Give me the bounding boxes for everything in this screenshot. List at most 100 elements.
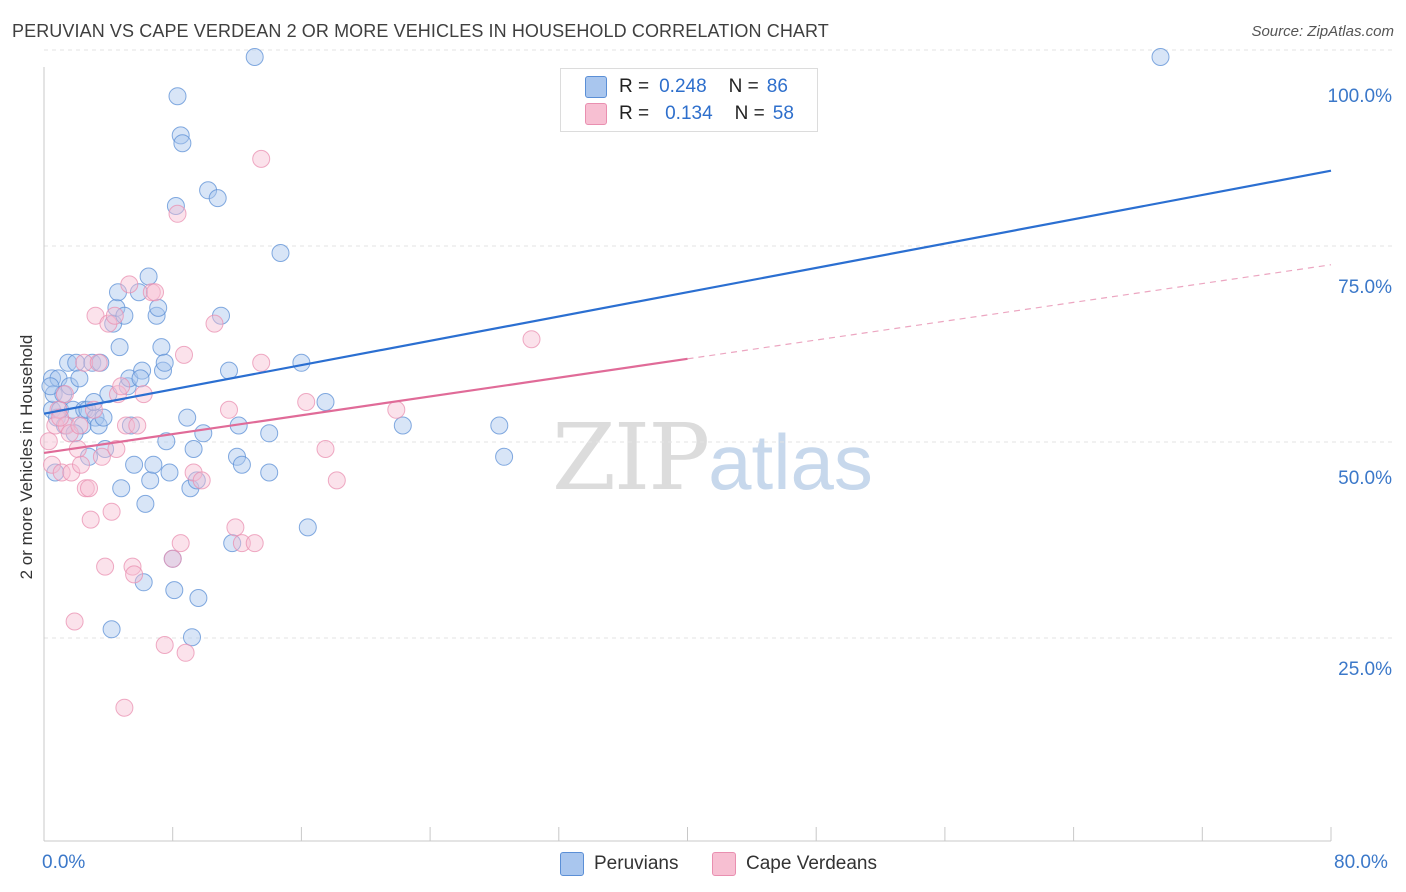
capeverdean-point-28 [115, 698, 134, 717]
peruvian-point-13 [70, 369, 89, 388]
legend-row-capeverdeans: R = 0.134 N = 58 [585, 102, 794, 126]
legend-r-label: R = [619, 103, 650, 124]
legend-r-value: 0.134 [665, 103, 713, 124]
bottom-legend-capeverdeans: Cape Verdeans [712, 852, 877, 876]
capeverdean-point-12 [72, 455, 90, 474]
x-tick-label-max: 80.0% [1334, 852, 1388, 873]
capeverdean-point-49 [245, 534, 264, 553]
capeverdean-point-31 [123, 557, 142, 576]
legend-swatch-peruvians [585, 76, 607, 98]
peruvian-point-72 [260, 463, 279, 482]
peruvian-point-71 [245, 48, 264, 66]
capeverdean-point-39 [168, 204, 187, 223]
capeverdean-point-7 [60, 424, 79, 443]
peruvian-point-49 [160, 463, 179, 482]
capeverdean-point-50 [252, 353, 271, 372]
x-tick-label-min: 0.0% [42, 852, 86, 873]
peruvian-point-45 [152, 338, 171, 357]
peruvian-trend-line [43, 169, 1332, 415]
chart-title: PERUVIAN VS CAPE VERDEAN 2 OR MORE VEHIC… [12, 21, 829, 41]
capeverdean-point-52 [316, 440, 335, 458]
peruvian-point-47 [155, 353, 174, 372]
legend-n-value: 58 [772, 103, 794, 124]
legend-n-label: N = [734, 103, 765, 124]
peruvian-point-70 [232, 455, 251, 474]
peruvian-point-78 [393, 416, 412, 435]
peruvian-point-62 [194, 424, 213, 443]
peruvian-point-51 [165, 581, 184, 600]
capeverdean-point-19 [89, 353, 108, 372]
capeverdean-point-0 [39, 432, 58, 451]
peruvian-point-73 [260, 424, 279, 443]
peruvian-point-80 [495, 447, 514, 466]
capeverdean-point-8 [62, 463, 81, 482]
capeverdean-point-48 [232, 534, 251, 553]
legend-n-value: 86 [766, 76, 788, 97]
bottom-legend-swatch-capeverdeans [712, 852, 736, 876]
capeverdean-point-42 [176, 643, 195, 662]
bottom-legend-label-capeverdeans: Cape Verdeans [746, 853, 877, 874]
stats-legend: R = 0.248 N = 86 R = 0.134 N = 58 [560, 68, 818, 132]
capeverdean-point-47 [226, 518, 245, 537]
peruvian-point-38 [134, 573, 153, 592]
peruvian-point-43 [147, 306, 166, 325]
peruvian-point-34 [121, 416, 140, 435]
capeverdean-point-41 [175, 345, 193, 364]
bottom-legend-label-peruvians: Peruvians [594, 853, 679, 874]
capeverdean-point-30 [120, 275, 139, 294]
peruvian-point-84 [131, 369, 150, 388]
peruvian-point-48 [157, 432, 176, 451]
bottom-legend-swatch-peruvians [560, 852, 584, 876]
capeverdean-point-55 [522, 330, 541, 349]
capeverdean-point-9 [65, 612, 84, 631]
peruvian-point-37 [133, 361, 152, 380]
peruvian-point-77 [316, 393, 335, 411]
legend-r-label: R = [619, 76, 650, 97]
capeverdean-point-13 [75, 353, 94, 372]
capeverdean-point-23 [102, 502, 121, 521]
capeverdean-point-40 [171, 534, 190, 553]
capeverdean-point-4 [52, 463, 71, 482]
peruvian-point-74 [271, 244, 290, 262]
peruvian-point-82 [41, 377, 60, 396]
capeverdean-point-57 [51, 408, 70, 427]
capeverdean-point-56 [252, 149, 271, 168]
peruvian-point-40 [139, 267, 158, 286]
y-tick-label-25: 25.0% [1338, 659, 1392, 680]
capeverdean-point-45 [205, 314, 224, 333]
capeverdean-point-38 [163, 549, 182, 568]
peruvian-point-54 [171, 126, 190, 145]
peruvian-point-29 [110, 338, 129, 357]
capeverdean-point-11 [70, 416, 89, 435]
bottom-legend-peruvians: Peruvians [560, 852, 679, 876]
peruvian-point-75 [292, 353, 311, 372]
peruvian-point-64 [208, 189, 227, 208]
capeverdean-point-18 [86, 306, 105, 325]
capeverdean-point-5 [55, 385, 74, 404]
capeverdean-point-25 [107, 440, 126, 458]
capeverdean-point-37 [155, 636, 174, 654]
capeverdean-point-1 [43, 455, 61, 474]
capeverdean-point-21 [96, 557, 115, 576]
peruvian-point-53 [168, 87, 187, 106]
y-tick-label-100: 100.0% [1327, 86, 1392, 107]
y-tick-label-75: 75.0% [1338, 277, 1392, 298]
peruvian-point-76 [298, 518, 317, 537]
capeverdean-point-54 [387, 400, 406, 419]
capeverdean-point-16 [81, 510, 100, 529]
peruvian-point-81 [1151, 48, 1170, 66]
peruvian-point-58 [183, 628, 201, 647]
peruvian-point-25 [102, 620, 121, 639]
peruvian-point-61 [189, 589, 208, 607]
legend-n-label: N = [728, 76, 759, 97]
capeverdean-point-36 [146, 283, 164, 302]
capeverdean-point-33 [128, 416, 147, 435]
peruvian-point-30 [112, 479, 131, 498]
capeverdean-point-46 [220, 400, 238, 419]
legend-r-value: 0.248 [659, 76, 707, 97]
peruvian-point-44 [149, 298, 168, 317]
peruvian-point-56 [178, 408, 197, 427]
peruvian-point-41 [141, 471, 160, 490]
peruvian-point-67 [223, 534, 242, 553]
